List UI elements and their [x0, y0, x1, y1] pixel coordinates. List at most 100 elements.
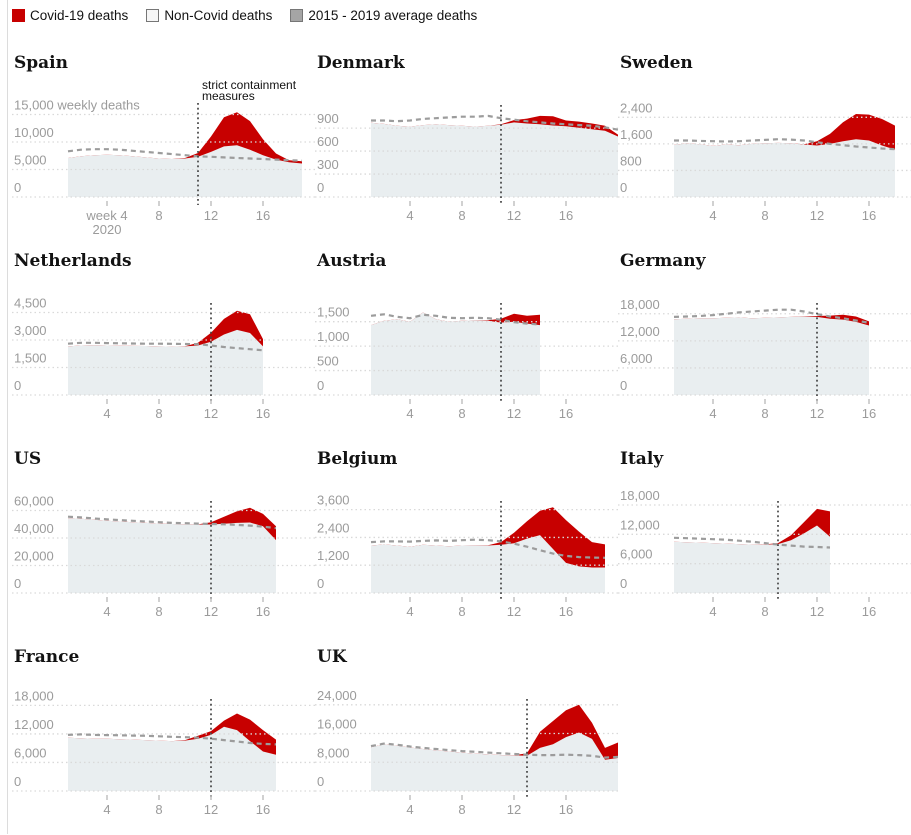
chart-panel-spain: Spain 0 5,000 10,000 15,000 weekly deaths str… — [12, 53, 317, 237]
x-axis-label: 8 — [155, 604, 162, 619]
chart-panel-austria: Austria 0 500 1,000 1,500 4 8 12 16 — [315, 251, 620, 435]
x-axis-label: 8 — [155, 802, 162, 817]
y-axis-label: 12,000 — [620, 324, 660, 339]
non-covid-deaths-area — [371, 535, 605, 593]
y-axis-label: 60,000 — [14, 494, 54, 509]
y-axis-label: 15,000 weekly deaths — [14, 98, 140, 113]
legend-label: Covid-19 deaths — [30, 8, 129, 23]
average-deaths-line — [67, 341, 264, 352]
y-axis-label: 500 — [317, 354, 339, 369]
chart-panel-italy: Italy 0 6,000 12,000 18,000 4 8 12 16 — [618, 449, 911, 633]
x-axis-label: 8 — [458, 406, 465, 421]
y-axis-label: 900 — [317, 111, 339, 126]
y-axis-label: 1,200 — [317, 548, 350, 563]
x-axis-label: 16 — [862, 406, 876, 421]
y-axis-label: 800 — [620, 153, 642, 168]
y-axis-label: 0 — [620, 180, 627, 195]
chart-canvas: 0 20,000 40,000 60,000 4 8 12 16 — [12, 494, 317, 619]
chart-canvas: 0 8,000 16,000 24,000 4 8 12 16 — [315, 688, 620, 817]
x-axis-label: 12 — [204, 208, 218, 223]
x-axis-label: 16 — [256, 208, 270, 223]
x-axis-label: 16 — [862, 604, 876, 619]
y-axis-label: 0 — [317, 378, 324, 393]
y-axis-label: 3,000 — [14, 323, 47, 338]
y-axis-label: 1,500 — [14, 351, 47, 366]
y-axis-label: 5,000 — [14, 153, 47, 168]
legend-label: Non-Covid deaths — [164, 8, 273, 23]
chart-panel-belgium: Belgium 0 1,200 2,400 3,600 4 8 12 16 — [315, 449, 620, 633]
y-axis-label: 1,000 — [317, 329, 350, 344]
x-axis-label: 16 — [862, 208, 876, 223]
x-axis-label: 4 — [406, 802, 413, 817]
average-deaths-line — [67, 515, 277, 530]
y-axis-label: 3,600 — [317, 493, 350, 508]
x-axis-label: 4 — [709, 604, 716, 619]
non-covid-deaths-area — [68, 518, 276, 593]
chart-canvas: 0 500 1,000 1,500 4 8 12 16 — [315, 303, 620, 421]
y-axis-label: 18,000 — [14, 688, 54, 703]
noncovid-swatch-icon — [146, 9, 160, 22]
x-axis-label: 8 — [458, 604, 465, 619]
x-axis-label: 12 — [507, 604, 521, 619]
x-axis-label: week 4 — [85, 208, 127, 223]
chart-canvas: 0 800 1,600 2,400 4 8 12 16 — [618, 100, 911, 223]
y-axis-label: 0 — [620, 576, 627, 591]
non-covid-deaths-area — [674, 316, 869, 395]
legend-label: 2015 - 2019 average deaths — [308, 8, 478, 23]
covid-swatch-icon — [12, 9, 25, 22]
x-axis-label: 8 — [458, 208, 465, 223]
x-axis-label: 12 — [204, 406, 218, 421]
chart-title: Denmark — [317, 53, 405, 73]
y-axis-label: 0 — [620, 378, 627, 393]
legend-item-average: 2015 - 2019 average deaths — [290, 8, 477, 23]
x-axis-label: 8 — [761, 604, 768, 619]
chart-title: Belgium — [317, 449, 398, 469]
x-axis-label: 12 — [507, 208, 521, 223]
chart-panel-us: US 0 20,000 40,000 60,000 4 8 12 16 — [12, 449, 317, 633]
chart-canvas: 0 1,500 3,000 4,500 4 8 12 16 — [12, 296, 317, 421]
chart-panel-france: France 0 6,000 12,000 18,000 4 8 12 16 — [12, 647, 317, 831]
y-axis-label: 10,000 — [14, 125, 54, 140]
non-covid-deaths-area — [68, 726, 276, 791]
chart-title: Germany — [620, 251, 706, 271]
containment-annotation: strict containment — [202, 79, 297, 92]
x-axis-label: 8 — [155, 208, 162, 223]
x-axis-year-label: 2020 — [93, 222, 122, 237]
y-axis-label: 0 — [14, 576, 21, 591]
y-axis-label: 1,500 — [317, 305, 350, 320]
chart-panel-netherlands: Netherlands 0 1,500 3,000 4,500 4 8 12 16 — [12, 251, 317, 435]
x-axis-label: 4 — [103, 802, 110, 817]
chart-title: Italy — [620, 449, 664, 469]
average-deaths-line — [67, 733, 277, 746]
x-axis-label: 12 — [507, 406, 521, 421]
x-axis-label: 8 — [761, 406, 768, 421]
x-axis-label: 16 — [559, 406, 573, 421]
y-axis-label: 0 — [14, 774, 21, 789]
chart-title: Spain — [14, 53, 68, 73]
y-axis-label: 16,000 — [317, 717, 357, 732]
average-deaths-line — [370, 538, 606, 559]
x-axis-label: 4 — [709, 406, 716, 421]
x-axis-label: 16 — [559, 802, 573, 817]
y-axis-label: 0 — [14, 378, 21, 393]
y-axis-label: 0 — [317, 180, 324, 195]
charts-grid: Spain 0 5,000 10,000 15,000 weekly deaths str… — [8, 53, 911, 831]
x-axis-label: 4 — [103, 604, 110, 619]
chart-title: UK — [317, 647, 347, 667]
x-axis-label: 4 — [103, 406, 110, 421]
y-axis-label: 4,500 — [14, 296, 47, 311]
x-axis-label: 12 — [810, 604, 824, 619]
x-axis-label: 12 — [204, 604, 218, 619]
y-axis-label: 20,000 — [14, 549, 54, 564]
average-swatch-icon — [290, 9, 304, 22]
charts-article: Covid-19 deaths Non-Covid deaths 2015 - … — [7, 0, 911, 834]
chart-canvas: 0 6,000 12,000 18,000 4 8 12 16 — [618, 488, 911, 619]
x-axis-label: 16 — [256, 406, 270, 421]
y-axis-label: 12,000 — [14, 717, 54, 732]
y-axis-label: 12,000 — [620, 517, 660, 532]
x-axis-label: 12 — [810, 208, 824, 223]
chart-title: Austria — [317, 251, 387, 271]
y-axis-label: 300 — [317, 157, 339, 172]
chart-canvas: 0 6,000 12,000 18,000 4 8 12 16 — [618, 297, 911, 421]
y-axis-label: 6,000 — [14, 746, 47, 761]
